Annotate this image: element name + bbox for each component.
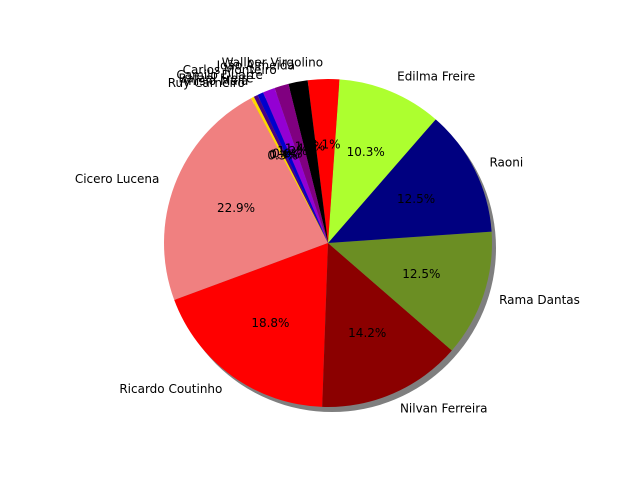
pie-slice [288,80,328,243]
pie-slice [174,243,328,407]
pie-slices [163,79,493,407]
pie-slice [263,87,328,244]
slice-percent-label: 1.4% [285,142,316,156]
slice-category-label: João Almeida [216,59,295,73]
slice-percent-label: 0.4% [269,148,300,162]
pie-slice [257,92,328,244]
slice-percent-label: 10.3% [347,145,385,159]
slice-category-label: Nilvan Ferreira [400,401,488,415]
slice-percent-label: 1.9% [295,139,326,153]
pie-labels: 22.9% Cicero Lucena 18.8% Ricardo Coutinho 1… [75,56,580,416]
slice-category-label: Cicero Lucena [75,172,160,186]
pie-slice [322,243,452,407]
pie-slice [328,119,492,243]
slice-category-label: Ricardo Coutinho [119,382,222,396]
slice-percent-label: 0.6% [272,146,303,160]
slice-percent-label: 12.5% [402,267,440,281]
slice-percent-label: 1.2% [277,144,308,158]
slice-percent-label: 12.5% [397,192,435,206]
slice-percent-label: 14.2% [348,326,386,340]
slice-category-label: Carlos Monteiro [183,63,277,77]
pie-slice [251,96,328,243]
slice-percent-label: 0.3% [267,149,298,163]
slice-category-label: Rafael Freire [178,72,253,86]
pie-slice [307,79,340,243]
slice-category-label: Wallber Virgolino [222,56,323,70]
pie-slice [253,94,328,244]
pie-slice [328,231,493,351]
slice-percent-label: 3.1% [310,138,341,152]
slice-category-label: Ruy Carneiro [168,76,245,90]
slice-percent-label: 18.8% [251,316,289,330]
slice-category-label: Anísio Maia [180,74,248,88]
slice-category-label: Edilma Freire [397,69,475,83]
pie-slice [328,79,436,243]
slice-category-label: Camilo Duarte [176,68,262,82]
slice-category-label: Raoni [489,156,523,170]
slice-category-label: Rama Dantas [499,293,580,307]
pie-slice [163,98,328,301]
pie-slice [274,83,328,243]
slice-percent-label: 22.9% [217,201,255,215]
